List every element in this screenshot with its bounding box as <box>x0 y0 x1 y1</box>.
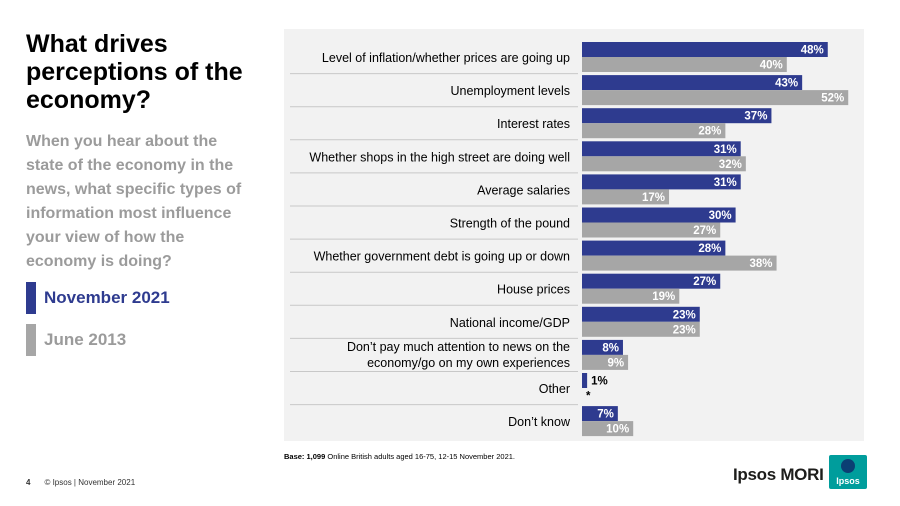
bar-jun-2013 <box>582 354 629 370</box>
copyright: © Ipsos | November 2021 <box>44 478 136 487</box>
bar-jun-2013 <box>582 57 787 72</box>
logo-text: Ipsos <box>836 476 860 486</box>
bar-jun-2013 <box>582 421 634 437</box>
category-label: Don’t pay much attention to news on the <box>347 340 570 354</box>
category-label: National income/GDP <box>450 316 570 330</box>
data-label: 43% <box>775 78 798 90</box>
category-label: House prices <box>497 283 570 297</box>
bar-nov-2021 <box>582 406 618 422</box>
data-label: 1% <box>591 376 608 388</box>
data-label: 28% <box>698 126 721 138</box>
data-label: 28% <box>698 243 721 255</box>
data-label: 8% <box>602 342 619 354</box>
data-label: 27% <box>693 225 716 237</box>
data-label: 31% <box>714 177 737 189</box>
legend-label-june-2013: June 2013 <box>44 330 127 349</box>
page-number: 4 <box>26 478 31 487</box>
bar-nov-2021 <box>582 306 700 322</box>
category-label: Average salaries <box>477 183 570 197</box>
bar-jun-2013 <box>582 90 849 106</box>
legend-item-june-2013: June 2013 <box>26 324 126 356</box>
data-label: 38% <box>750 258 773 270</box>
category-label: economy/go on my own experiences <box>367 356 570 370</box>
ipsos-logo-icon: Ipsos <box>829 455 867 489</box>
bar-nov-2021 <box>582 75 803 91</box>
bar-nov-2021 <box>582 373 588 388</box>
category-label: Don’t know <box>508 415 571 429</box>
bar-jun-2013 <box>582 255 777 271</box>
data-label: 30% <box>709 210 732 222</box>
bar-nov-2021 <box>582 174 741 190</box>
brand-name: Ipsos MORI <box>733 465 824 484</box>
bar-nov-2021 <box>582 42 828 57</box>
category-label: Whether government debt is going up or d… <box>314 250 570 264</box>
data-label: 32% <box>719 159 742 171</box>
bar-jun-2013 <box>582 156 746 172</box>
data-label: 40% <box>760 60 783 72</box>
data-label: 19% <box>652 291 675 303</box>
base-note-text: Online British adults aged 16-75, 12-15 … <box>327 452 515 461</box>
bar-jun-2013 <box>582 222 721 238</box>
data-label: 52% <box>821 93 844 105</box>
bar-jun-2013 <box>582 288 680 304</box>
bar-nov-2021 <box>582 108 772 124</box>
bar-nov-2021 <box>582 207 736 223</box>
data-label: 27% <box>693 276 716 288</box>
bar-nov-2021 <box>582 339 623 355</box>
legend-item-november-2021: November 2021 <box>26 282 170 314</box>
footer: 4 © Ipsos | November 2021 <box>26 478 135 487</box>
data-label: 48% <box>801 45 824 57</box>
base-note-bold: Base: 1,099 <box>284 452 326 461</box>
bar-jun-2013 <box>582 123 726 139</box>
data-label: 23% <box>673 309 696 321</box>
category-label: Strength of the pound <box>450 217 570 231</box>
category-label: Level of inflation/whether prices are go… <box>322 51 570 65</box>
bar-nov-2021 <box>582 141 741 157</box>
legend-swatch-june-2013 <box>26 324 36 356</box>
data-label: * <box>586 391 591 403</box>
logo-mark <box>841 459 855 473</box>
survey-question: When you hear about the state of the eco… <box>26 133 242 270</box>
legend-swatch-november-2021 <box>26 282 36 314</box>
category-label: Unemployment levels <box>451 84 571 98</box>
slide-title: What drives perceptions of the economy? <box>26 30 243 114</box>
category-label: Interest rates <box>497 117 570 131</box>
bar-nov-2021 <box>582 240 726 256</box>
bar-nov-2021 <box>582 273 721 289</box>
legend-label-november-2021: November 2021 <box>44 288 170 307</box>
chart-panel: Level of inflation/whether prices are go… <box>284 29 864 441</box>
data-label: 23% <box>673 324 696 336</box>
bar-jun-2013 <box>582 189 670 205</box>
data-label: 31% <box>714 144 737 156</box>
data-label: 10% <box>606 424 629 436</box>
data-label: 37% <box>744 111 767 123</box>
data-label: 17% <box>642 192 665 204</box>
bar-jun-2013 <box>582 321 700 337</box>
category-label: Whether shops in the high street are doi… <box>309 150 570 164</box>
data-label: 9% <box>607 357 624 369</box>
base-note: Base: 1,099 Online British adults aged 1… <box>284 452 515 461</box>
data-label: 7% <box>597 409 614 421</box>
category-label: Other <box>539 382 570 396</box>
bar-chart: Level of inflation/whether prices are go… <box>290 42 849 437</box>
